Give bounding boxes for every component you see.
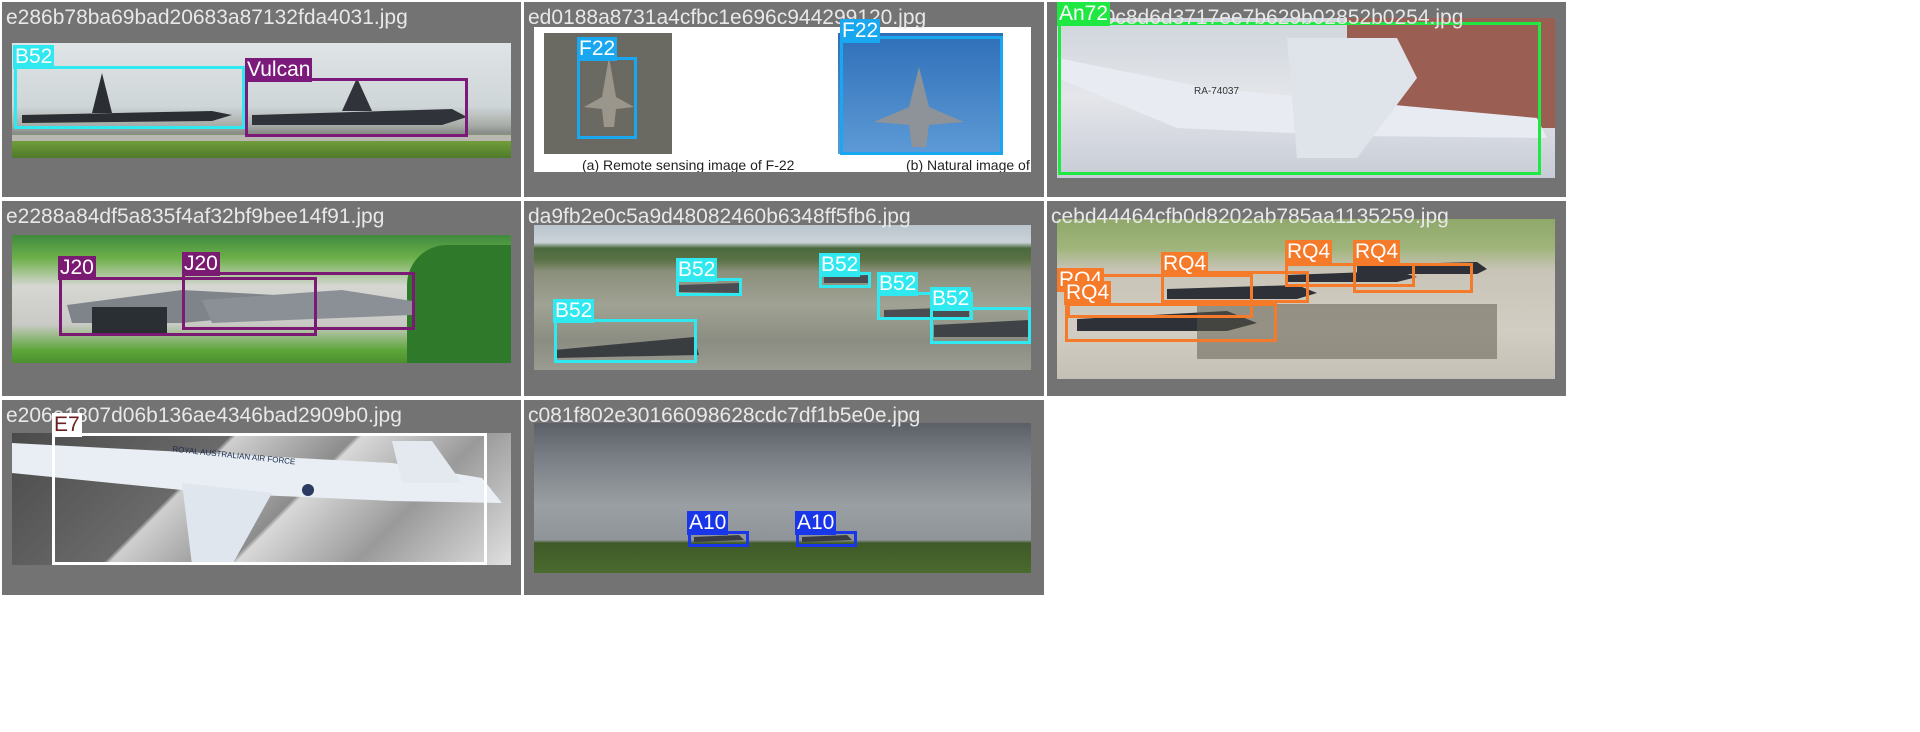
detection-box-rq4[interactable] — [1065, 303, 1277, 342]
label-b52: B52 — [676, 258, 718, 282]
tile-image: ROYAL AUSTRALIAN AIR FORCE — [12, 433, 511, 565]
detection-box-rq4[interactable] — [1285, 263, 1415, 287]
detection-box-b52[interactable] — [554, 319, 697, 363]
label-vulcan: Vulcan — [245, 58, 313, 82]
detection-box-e7[interactable] — [52, 433, 487, 565]
label-f22: F22 — [577, 37, 618, 61]
label-b52: B52 — [553, 299, 595, 323]
tile-filename: ed0188a8731a4cfbc1e696c944299120.jpg — [528, 6, 927, 29]
label-an72: An72 — [1057, 2, 1111, 26]
detection-box-j20[interactable] — [59, 277, 317, 336]
aircraft-silhouettes — [12, 441, 502, 565]
label-b52: B52 — [930, 287, 972, 311]
tile-image — [534, 423, 1031, 573]
aircraft-silhouettes — [554, 275, 1029, 358]
label-a10: A10 — [687, 511, 729, 535]
label-j20: J20 — [58, 256, 96, 280]
tile-filename: e206a1807d06b136ae4346bad2909b0.jpg — [6, 404, 402, 427]
aircraft-silhouettes — [584, 57, 964, 147]
detection-box-vulcan[interactable] — [245, 78, 468, 137]
detection-box-f22[interactable] — [840, 36, 1003, 155]
grid-tile-5[interactable]: da9fb2e0c5a9d48082460b6348ff5fb6.jpg B52… — [524, 201, 1044, 396]
label-rq4: RQ4 — [1285, 240, 1333, 264]
detection-box-j20[interactable] — [182, 272, 415, 330]
detection-box-b52[interactable] — [930, 307, 1031, 344]
label-rq4: RQ4 — [1064, 281, 1112, 305]
tile-filename: da9fb2e0c5a9d48082460b6348ff5fb6.jpg — [528, 205, 911, 228]
grid-tile-6[interactable]: cebd44464cfb0d8202ab785aa1135259.jpg RQ4… — [1047, 201, 1566, 396]
detection-box-an72[interactable] — [1058, 22, 1541, 175]
label-a10: A10 — [795, 511, 837, 535]
grid-tile-8[interactable]: c081f802e30166098628cdc7df1b5e0e.jpg A10… — [524, 400, 1044, 595]
detection-box-rq4[interactable] — [1161, 271, 1309, 303]
aircraft-silhouettes — [694, 535, 852, 542]
label-b52: B52 — [877, 272, 919, 296]
label-rq4: RQ4 — [1353, 240, 1401, 264]
trees — [407, 245, 511, 363]
label-b52: B52 — [13, 45, 55, 69]
tile-image: RA-74037 — [1057, 18, 1555, 178]
label-f22: F22 — [840, 19, 881, 43]
caption-natural: (b) Natural image of F — [906, 157, 1031, 172]
aircraft-silhouettes — [67, 290, 412, 333]
aircraft-silhouettes — [1057, 38, 1547, 158]
tile-filename: e2288a84df5a835f4af32bf9bee14f91.jpg — [6, 205, 385, 228]
grid-tile-4[interactable]: e2288a84df5a835f4af32bf9bee14f91.jpg J20… — [2, 201, 521, 396]
grid-tile-1[interactable]: e286b78ba69bad20683a87132fda4031.jpg B52… — [2, 2, 521, 197]
tile-filename: cebd44464cfb0d8202ab785aa1135259.jpg — [1051, 205, 1449, 228]
tile-filename: e286b78ba69bad20683a87132fda4031.jpg — [6, 6, 408, 29]
detection-box-f22[interactable] — [577, 57, 637, 139]
grid-tile-2[interactable]: ed0188a8731a4cfbc1e696c944299120.jpg (a)… — [524, 2, 1044, 197]
aircraft-silhouettes — [12, 73, 511, 141]
grid-tile-7[interactable]: e206a1807d06b136ae4346bad2909b0.jpg ROYA… — [2, 400, 521, 595]
label-j20: J20 — [182, 252, 220, 276]
label-e7: E7 — [52, 413, 82, 437]
detection-box-b52[interactable] — [14, 66, 245, 129]
tile-filename: e0c8d6d3717ee7b629b02852b0254.jpg — [1092, 6, 1464, 29]
caption-remote-sensing: (a) Remote sensing image of F-22 — [582, 157, 795, 172]
tile-filename: c081f802e30166098628cdc7df1b5e0e.jpg — [528, 404, 921, 427]
aircraft-silhouettes — [1077, 262, 1497, 359]
label-rq4: RQ4 — [1161, 252, 1209, 276]
label-b52: B52 — [819, 253, 861, 277]
detection-box-b52[interactable] — [877, 292, 973, 320]
grid-tile-3[interactable]: e0c8d6d3717ee7b629b02852b0254.jpg RA-740… — [1047, 2, 1566, 197]
detection-box-rq4[interactable] — [1353, 263, 1473, 293]
aircraft-registration: RA-74037 — [1194, 86, 1240, 97]
tile-image — [12, 235, 511, 363]
